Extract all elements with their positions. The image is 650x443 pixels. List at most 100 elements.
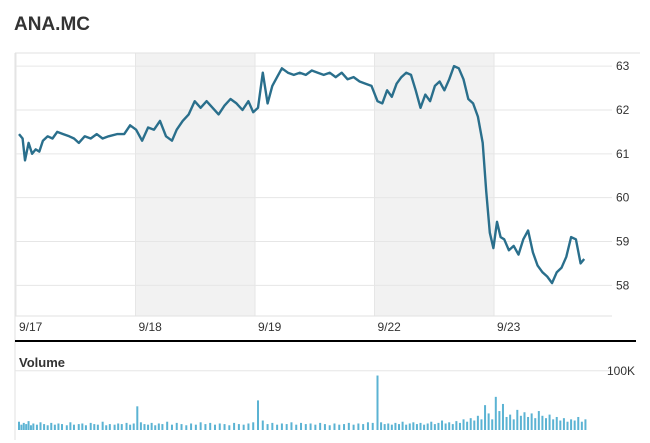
y-tick-label-60: 60 <box>616 191 630 205</box>
volume-bar <box>491 419 494 430</box>
volume-bar <box>512 419 515 430</box>
volume-bar <box>509 414 512 430</box>
volume-bar <box>46 425 49 430</box>
y-tick-label-59: 59 <box>616 234 630 248</box>
y-tick-label-61: 61 <box>616 147 630 161</box>
volume-bar <box>108 424 111 430</box>
y-tick-label-62: 62 <box>616 103 630 117</box>
volume-bar <box>328 425 331 430</box>
volume-bar <box>204 424 207 430</box>
volume-bar <box>53 424 56 430</box>
volume-bar <box>347 422 350 430</box>
volume-bar <box>84 425 87 430</box>
volume-bar <box>505 416 508 430</box>
volume-bar <box>304 424 307 430</box>
volume-bar <box>233 422 236 430</box>
volume-bar <box>190 423 193 430</box>
volume-bar <box>405 424 408 430</box>
volume-bar <box>20 424 23 430</box>
volume-bar <box>451 424 454 430</box>
y-axis-ticks: 58 59 60 61 62 63 <box>616 59 630 292</box>
volume-bar <box>29 425 32 430</box>
chart-title: ANA.MC <box>14 14 90 35</box>
volume-axis: 100K <box>15 364 635 378</box>
volume-bar <box>136 406 139 430</box>
volume-bar <box>199 422 202 430</box>
x-tick-label-0: 9/17 <box>19 320 43 334</box>
volume-bar <box>462 419 465 430</box>
x-axis-ticks: 9/17 9/18 9/19 9/22 9/23 <box>19 320 521 334</box>
volume-bar <box>319 422 322 430</box>
volume-bar <box>338 424 341 430</box>
volume-bar <box>541 415 544 430</box>
volume-bar <box>261 420 264 430</box>
volume-bar <box>494 396 497 430</box>
volume-bar <box>218 423 221 430</box>
gridlines <box>15 53 612 316</box>
volume-bar <box>61 424 64 430</box>
volume-bar <box>527 416 530 430</box>
volume-bar <box>113 424 116 430</box>
volume-bar <box>117 423 120 430</box>
volume-bar <box>77 424 80 430</box>
volume-bar <box>484 405 487 430</box>
x-tick-label-4: 9/23 <box>497 320 521 334</box>
volume-bar <box>228 425 231 430</box>
volume-bar <box>570 419 573 430</box>
volume-bar <box>537 411 540 430</box>
volume-bar <box>166 421 169 430</box>
volume-bar <box>65 425 68 430</box>
price-series-line <box>18 64 586 285</box>
volume-bar <box>180 424 183 430</box>
volume-bar <box>157 423 160 430</box>
volume-bar <box>562 418 565 430</box>
volume-bar <box>175 422 178 430</box>
volume-bar <box>552 419 555 430</box>
volume-bar <box>415 424 418 430</box>
volume-bar <box>466 421 469 430</box>
volume-bar <box>469 418 472 430</box>
volume-bar <box>476 415 479 430</box>
volume-bar <box>412 422 415 430</box>
volume-bar <box>295 424 298 430</box>
volume-bar <box>185 425 188 430</box>
volume-bar <box>444 423 447 430</box>
volume-bar <box>27 421 30 430</box>
volume-bar <box>437 422 440 430</box>
volume-bar <box>366 422 369 430</box>
volume-bar <box>300 422 303 430</box>
volume-bar <box>362 424 365 430</box>
volume-bar <box>398 424 401 430</box>
volume-bar <box>170 424 173 430</box>
volume-bar <box>32 423 35 430</box>
volume-bar <box>25 424 28 430</box>
volume-bar <box>242 424 245 430</box>
y-tick-label-63: 63 <box>616 59 630 73</box>
volume-bar <box>257 400 259 430</box>
volume-bar <box>487 413 490 430</box>
x-tick-label-3: 9/22 <box>378 320 402 334</box>
volume-bar <box>473 420 476 430</box>
volume-bar <box>39 422 42 430</box>
volume-bar <box>548 414 551 430</box>
volume-bar <box>555 416 558 430</box>
volume-bar <box>309 423 312 430</box>
volume-bar <box>129 424 132 430</box>
volume-bar <box>357 423 360 430</box>
weekday-shading <box>135 53 494 316</box>
volume-bar <box>50 422 53 430</box>
volume-bar <box>383 424 386 430</box>
volume-bar <box>96 424 99 430</box>
volume-bar <box>271 422 274 430</box>
volume-bar <box>580 421 583 430</box>
volume-bar <box>223 424 226 430</box>
volume-bar <box>376 375 379 430</box>
volume-bar <box>43 424 46 430</box>
volume-bar <box>125 422 128 430</box>
volume-bar <box>333 423 336 430</box>
volume-bar <box>448 422 451 430</box>
volume-bar <box>408 423 411 430</box>
volume-bar <box>387 423 390 430</box>
volume-bar <box>458 422 461 430</box>
volume-bar <box>194 424 197 430</box>
